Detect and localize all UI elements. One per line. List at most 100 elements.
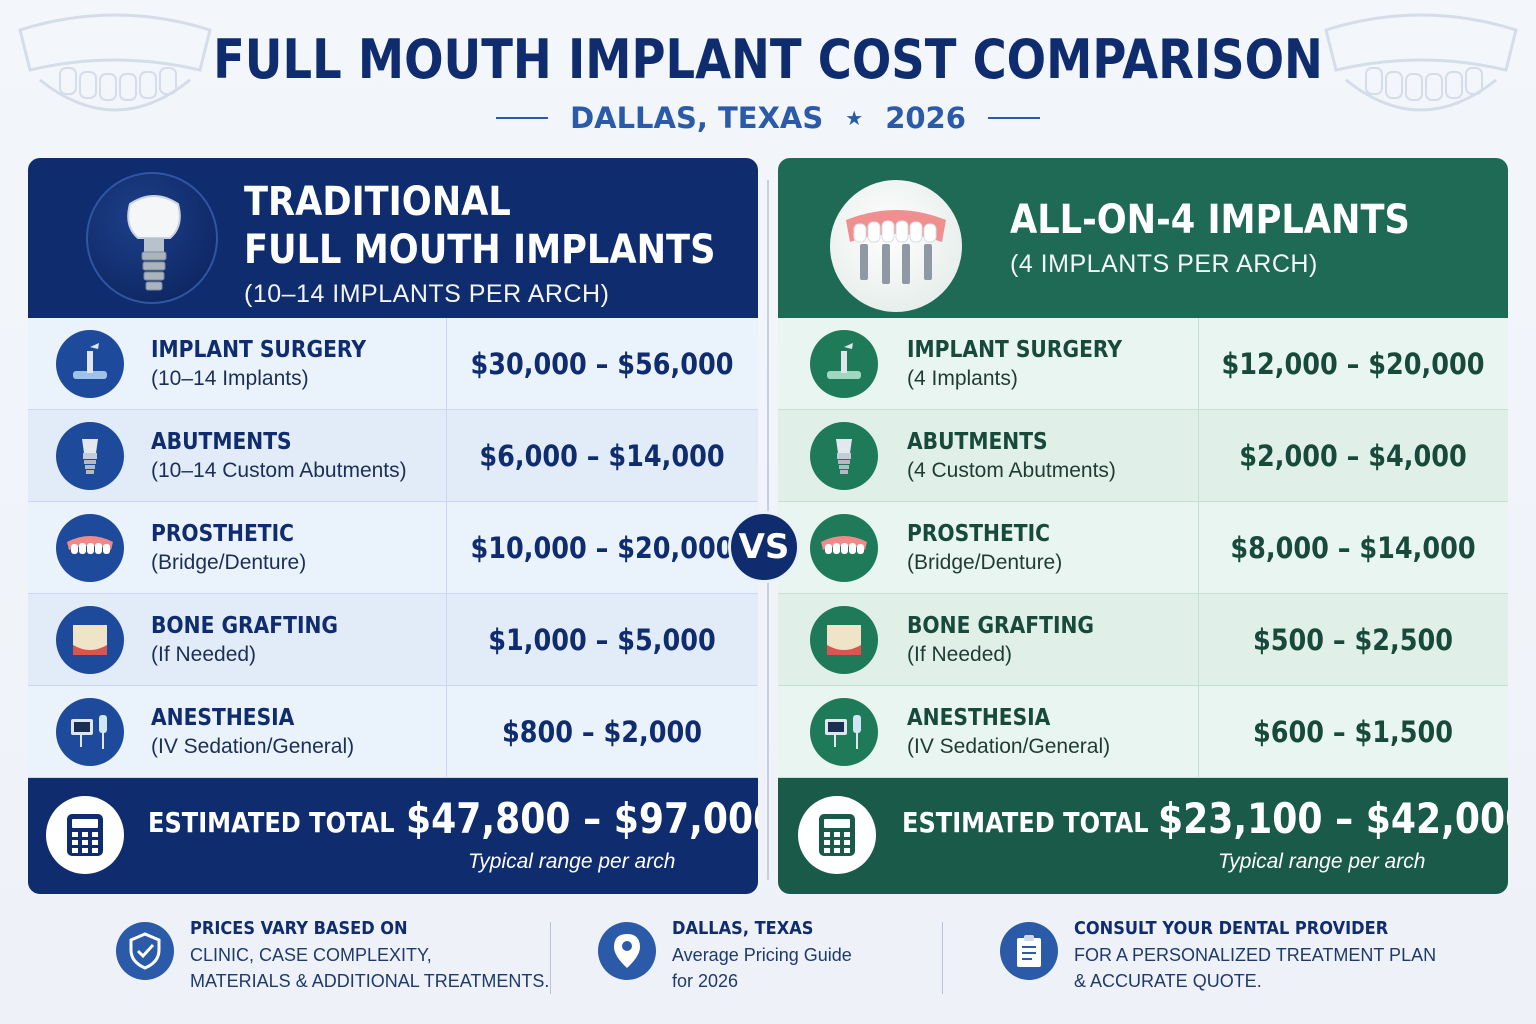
row-price: $6,000 – $14,000: [479, 438, 725, 473]
cost-row-anesthesia: ANESTHESIA (IV Sedation/General) $600 – …: [778, 686, 1508, 778]
star-icon: ★: [845, 106, 864, 130]
cost-row-implant-surgery: IMPLANT SURGERY (4 Implants) $12,000 – $…: [778, 318, 1508, 410]
all-on-4-denture-icon: [830, 180, 962, 312]
row-label: ABUTMENTS (10–14 Custom Abutments): [151, 429, 407, 483]
row-title: IMPLANT SURGERY: [907, 336, 1123, 363]
row-detail: (If Needed): [151, 642, 257, 666]
clipboard-icon: [1000, 922, 1058, 980]
row-price: $600 – $1,500: [1252, 714, 1454, 749]
traditional-total: ESTIMATED TOTAL $47,800 – $97,000 Typica…: [28, 778, 758, 894]
jaw-illustration-icon: [18, 13, 212, 112]
traditional-title-block: TRADITIONAL FULL MOUTH IMPLANTS (10–14 I…: [244, 178, 758, 309]
column-divider: [1198, 594, 1199, 685]
row-title: IMPLANT SURGERY: [151, 336, 367, 363]
total-value: $47,800 – $97,000: [406, 794, 758, 843]
row-title: ABUTMENTS: [151, 428, 292, 455]
divider-line: [496, 117, 549, 119]
row-label: ANESTHESIA (IV Sedation/General): [907, 705, 1110, 759]
allon4-header: ALL-ON-4 IMPLANTS (4 IMPLANTS PER ARCH): [778, 158, 1508, 318]
traditional-title-line2: FULL MOUTH IMPLANTS: [244, 227, 716, 273]
row-detail: (10–14 Custom Abutments): [151, 458, 407, 482]
total-label: ESTIMATED TOTAL: [148, 806, 395, 839]
single-implant-icon: [86, 172, 218, 304]
row-price: $12,000 – $20,000: [1221, 346, 1485, 381]
row-label: IMPLANT SURGERY (4 Implants): [907, 337, 1151, 391]
row-detail: (IV Sedation/General): [151, 734, 355, 758]
page-title: FULL MOUTH IMPLANT COST COMPARISON: [213, 28, 1323, 91]
row-price: $10,000 – $20,000: [470, 530, 734, 565]
shield-check-icon: [116, 922, 174, 980]
divider-line: [987, 117, 1040, 119]
column-divider: [446, 686, 447, 777]
page-header: FULL MOUTH IMPLANT COST COMPARISON DALLA…: [0, 28, 1536, 135]
footer-note-location: DALLAS, TEXAS Average Pricing Guide for …: [598, 916, 852, 994]
traditional-header: TRADITIONAL FULL MOUTH IMPLANTS (10–14 I…: [28, 158, 758, 318]
allon4-title-block: ALL-ON-4 IMPLANTS (4 IMPLANTS PER ARCH): [1010, 196, 1464, 279]
traditional-title-line1: TRADITIONAL: [244, 179, 511, 225]
footer-notes: PRICES VARY BASED ON CLINIC, CASE COMPLE…: [0, 916, 1536, 1006]
column-divider: [1198, 686, 1199, 777]
total-value: $23,100 – $42,000: [1158, 794, 1508, 843]
teeth-prosthetic-icon: [56, 513, 124, 582]
footer-note-head: PRICES VARY BASED ON: [190, 918, 408, 939]
allon4-subtitle: (4 IMPLANTS PER ARCH): [1010, 250, 1318, 278]
row-title: ABUTMENTS: [907, 428, 1048, 455]
implant-surgery-icon: [56, 329, 124, 398]
total-note: Typical range per arch: [1218, 850, 1426, 873]
calculator-icon: [798, 796, 876, 874]
row-price: $2,000 – $4,000: [1239, 438, 1467, 473]
column-divider: [1198, 410, 1199, 501]
traditional-subtitle: (10–14 IMPLANTS PER ARCH): [244, 280, 610, 308]
cost-row-abutments: ABUTMENTS (10–14 Custom Abutments) $6,00…: [28, 410, 758, 502]
footer-note-pricing: PRICES VARY BASED ON CLINIC, CASE COMPLE…: [116, 916, 549, 994]
allon4-cost-rows: IMPLANT SURGERY (4 Implants) $12,000 – $…: [778, 318, 1508, 778]
abutment-icon: [56, 421, 124, 490]
footer-note-line: & ACCURATE QUOTE.: [1074, 971, 1262, 991]
vs-badge: VS: [728, 511, 800, 583]
column-divider: [446, 318, 447, 409]
column-divider: [446, 594, 447, 685]
row-label: BONE GRAFTING (If Needed): [907, 613, 1120, 667]
cost-row-implant-surgery: IMPLANT SURGERY (10–14 Implants) $30,000…: [28, 318, 758, 410]
column-divider: [1198, 502, 1199, 593]
anesthesia-monitor-icon: [56, 697, 124, 766]
row-label: BONE GRAFTING (If Needed): [151, 613, 364, 667]
cost-row-prosthetic: PROSTHETIC (Bridge/Denture) $10,000 – $2…: [28, 502, 758, 594]
allon4-panel: ALL-ON-4 IMPLANTS (4 IMPLANTS PER ARCH) …: [778, 158, 1508, 894]
row-title: PROSTHETIC: [151, 520, 294, 547]
bone-graft-icon: [56, 605, 124, 674]
row-price: $800 – $2,000: [501, 714, 703, 749]
cost-row-bone-grafting: BONE GRAFTING (If Needed) $500 – $2,500: [778, 594, 1508, 686]
total-label: ESTIMATED TOTAL: [902, 806, 1149, 839]
cost-row-bone-grafting: BONE GRAFTING (If Needed) $1,000 – $5,00…: [28, 594, 758, 686]
row-price: $1,000 – $5,000: [488, 622, 716, 657]
row-price: $500 – $2,500: [1252, 622, 1454, 657]
row-label: ABUTMENTS (4 Custom Abutments): [907, 429, 1116, 483]
row-label: PROSTHETIC (Bridge/Denture): [151, 521, 313, 575]
footer-note-head: DALLAS, TEXAS: [672, 918, 814, 939]
row-title: BONE GRAFTING: [151, 612, 339, 639]
teeth-prosthetic-icon: [810, 513, 878, 582]
row-detail: (IV Sedation/General): [907, 734, 1111, 758]
column-divider: [446, 502, 447, 593]
footer-divider: [550, 922, 551, 994]
traditional-panel: TRADITIONAL FULL MOUTH IMPLANTS (10–14 I…: [28, 158, 758, 894]
allon4-total: ESTIMATED TOTAL $23,100 – $42,000 Typica…: [778, 778, 1508, 894]
subtitle-row: DALLAS, TEXAS ★ 2026: [0, 101, 1536, 135]
row-detail: (Bridge/Denture): [907, 550, 1063, 574]
cost-row-anesthesia: ANESTHESIA (IV Sedation/General) $800 – …: [28, 686, 758, 778]
row-title: ANESTHESIA: [151, 704, 295, 731]
footer-divider: [942, 922, 943, 994]
row-label: IMPLANT SURGERY (10–14 Implants): [151, 337, 395, 391]
cost-row-abutments: ABUTMENTS (4 Custom Abutments) $2,000 – …: [778, 410, 1508, 502]
traditional-cost-rows: IMPLANT SURGERY (10–14 Implants) $30,000…: [28, 318, 758, 778]
row-detail: (4 Implants): [907, 366, 1018, 390]
row-detail: (10–14 Implants): [151, 366, 309, 390]
row-detail: (4 Custom Abutments): [907, 458, 1116, 482]
row-price: $8,000 – $14,000: [1230, 530, 1476, 565]
footer-note-line: for 2026: [672, 971, 739, 991]
location-label: DALLAS, TEXAS: [570, 101, 824, 135]
implant-surgery-icon: [810, 329, 878, 398]
bone-graft-icon: [810, 605, 878, 674]
footer-note-head: CONSULT YOUR DENTAL PROVIDER: [1074, 918, 1389, 939]
